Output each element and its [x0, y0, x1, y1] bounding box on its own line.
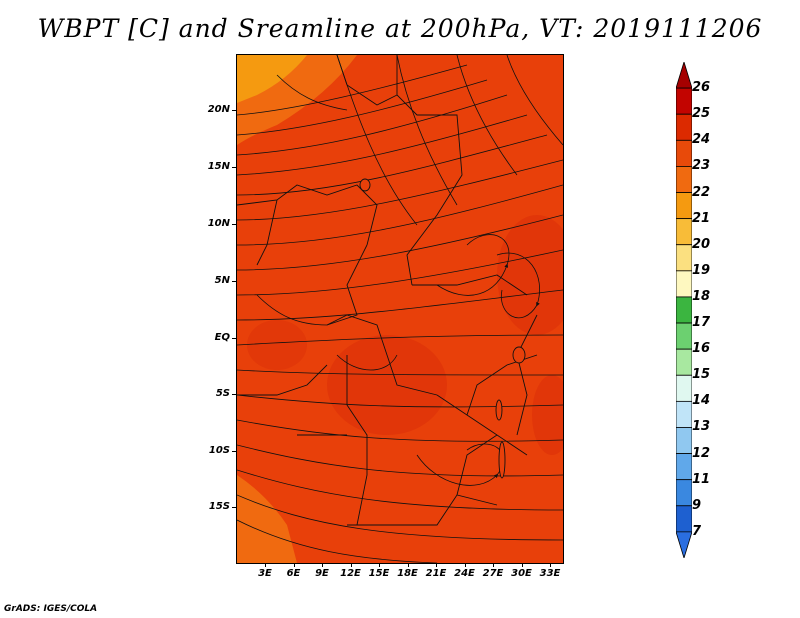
- colorbar-segment: [676, 453, 692, 481]
- lat-tick: [232, 167, 236, 168]
- lon-label: 12E: [340, 568, 361, 579]
- colorbar-label: 22: [692, 184, 711, 200]
- lon-tick: [464, 563, 466, 567]
- colorbar-label: 9: [692, 497, 702, 513]
- map-panel: [236, 54, 564, 564]
- colorbar-label: 25: [692, 106, 711, 122]
- colorbar-segment: [676, 374, 692, 402]
- colorbar-segment: [676, 479, 692, 507]
- country-borders: [237, 55, 538, 526]
- lon-tick: [350, 563, 352, 567]
- colorbar-segment: [676, 322, 692, 350]
- colorbar-label: 17: [692, 315, 711, 331]
- lon-label: 6E: [286, 568, 301, 579]
- lat-tick: [232, 394, 236, 395]
- colorbar-label: 12: [692, 445, 711, 461]
- lon-tick: [379, 563, 380, 567]
- lat-label: 15S: [208, 501, 230, 512]
- colorbar-label: 26: [692, 80, 711, 96]
- lat-tick: [232, 338, 236, 339]
- colorbar-label: 21: [692, 210, 711, 226]
- colorbar-segment: [676, 296, 692, 324]
- lon-label: 18E: [397, 568, 418, 579]
- lon-label: 9E: [315, 568, 329, 579]
- colorbar-segment: [676, 400, 692, 428]
- colorbar-segment: [676, 166, 692, 193]
- lon-label: 21E: [425, 568, 447, 579]
- field-cool-east: [497, 215, 563, 335]
- colorbar-label: 14: [692, 393, 711, 409]
- lon-label: 30E: [511, 568, 532, 579]
- lat-label: 10S: [208, 445, 230, 456]
- grads-credit: GrADS: IGES/COLA: [4, 604, 98, 614]
- lon-label: 27E: [482, 568, 504, 579]
- colorbar-segment: [676, 270, 692, 298]
- colorbar-label: 20: [692, 236, 711, 252]
- chart-title: WBPT [C] and Sreamline at 200hPa, VT: 20…: [37, 14, 763, 43]
- lon-tick: [550, 563, 551, 567]
- lat-label: 15N: [207, 161, 230, 172]
- colorbar-label: 19: [692, 262, 711, 278]
- colorbar-segment: [676, 62, 692, 89]
- colorbar-segment: [676, 348, 692, 376]
- colorbar-segment: [676, 113, 692, 141]
- lon-label: 3E: [258, 568, 272, 579]
- lat-label: 5S: [215, 388, 230, 399]
- field-warm-sw: [237, 475, 297, 563]
- field-cool-se: [532, 375, 563, 455]
- lon-tick: [521, 563, 523, 567]
- colorbar-segment: [676, 139, 692, 167]
- colorbar-segment: [676, 218, 692, 246]
- lat-label: EQ: [214, 332, 230, 343]
- streamlines: [237, 55, 563, 563]
- lon-label: 33E: [539, 568, 561, 579]
- colorbar-segment: [676, 244, 692, 272]
- lat-tick: [232, 224, 236, 225]
- colorbar-label: 24: [692, 132, 711, 148]
- lat-label: 5N: [214, 275, 230, 286]
- lat-tick: [232, 507, 236, 508]
- colorbar-label: 18: [692, 288, 711, 304]
- field-cool-west: [247, 320, 307, 370]
- lon-tick: [265, 563, 266, 567]
- colorbar: [676, 62, 692, 558]
- lat-label: 10N: [207, 218, 230, 229]
- colorbar-segment: [676, 427, 692, 454]
- lon-tick: [407, 563, 409, 567]
- lon-tick: [322, 563, 323, 567]
- colorbar-label: 15: [692, 367, 711, 383]
- lon-label: 15E: [368, 568, 390, 579]
- lat-tick: [232, 281, 236, 282]
- lon-tick: [493, 563, 494, 567]
- colorbar-segment: [676, 192, 692, 220]
- lon-tick: [293, 563, 295, 567]
- colorbar-label: 11: [692, 471, 711, 487]
- lakes: [359, 178, 526, 479]
- lat-tick: [232, 110, 236, 111]
- lon-label: 24E: [454, 568, 475, 579]
- colorbar-segment: [676, 87, 692, 115]
- field-cool-center: [327, 335, 447, 435]
- lat-label: 20N: [207, 104, 230, 115]
- field-warmest-ne: [237, 55, 307, 103]
- lon-tick: [436, 563, 437, 567]
- lat-tick: [232, 451, 236, 452]
- colorbar-segment: [676, 505, 692, 533]
- colorbar-segment: [676, 531, 692, 558]
- colorbar-label: 16: [692, 341, 711, 357]
- colorbar-label: 13: [692, 419, 711, 435]
- colorbar-label: 7: [692, 523, 702, 539]
- map-plot: [237, 55, 563, 563]
- colorbar-label: 23: [692, 158, 711, 174]
